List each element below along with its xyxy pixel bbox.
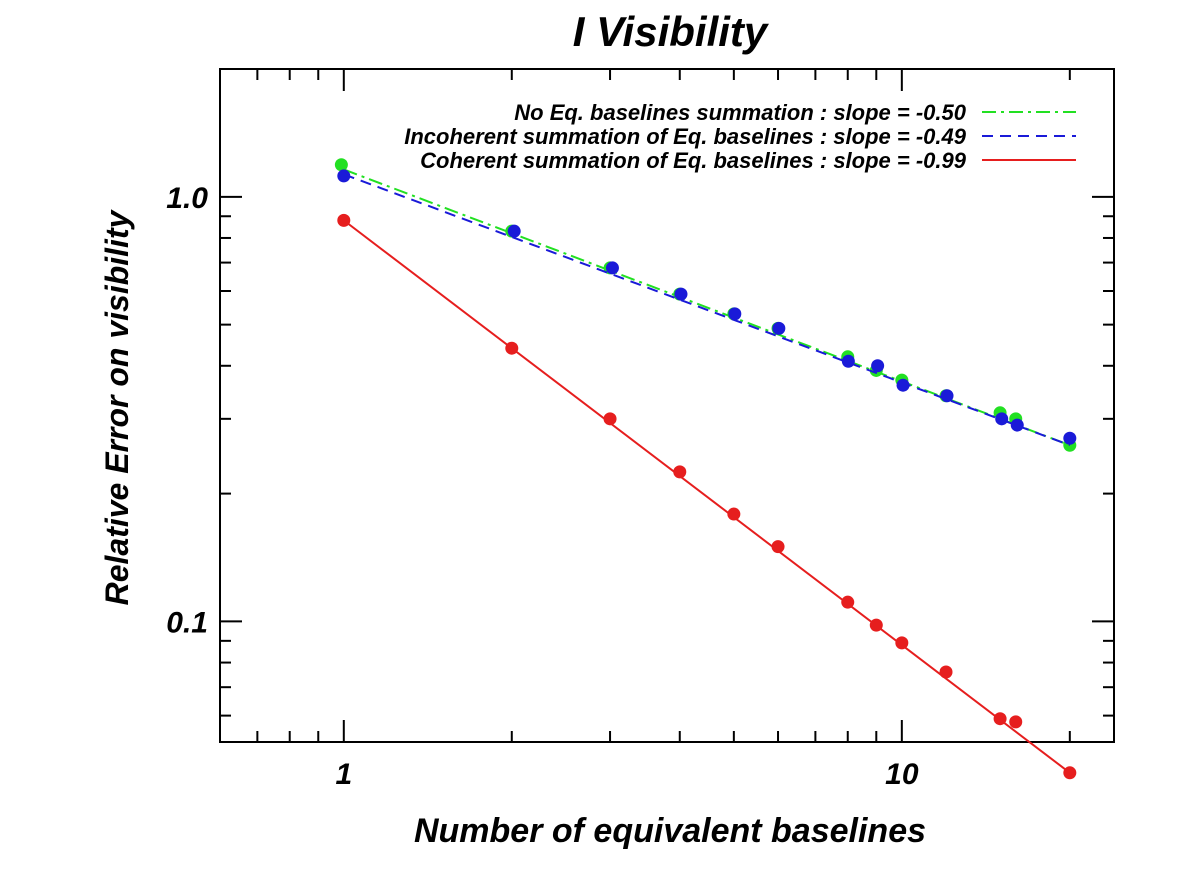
legend-label: Incoherent summation of Eq. baselines : … (404, 124, 967, 149)
legend: No Eq. baselines summation : slope = -0.… (404, 100, 1076, 173)
data-point (605, 261, 619, 275)
data-point (673, 465, 687, 479)
x-tick-label: 10 (885, 758, 919, 791)
tick-labels: 1 10 0.1 1.0 (166, 182, 919, 791)
plot-frame (219, 68, 1115, 743)
data-point (1009, 715, 1023, 729)
data-point (505, 341, 519, 355)
data-point (940, 389, 954, 403)
data-point (1010, 418, 1024, 432)
data-point (993, 712, 1007, 726)
series-2 (337, 213, 1077, 780)
data-point (727, 507, 741, 521)
y-tick-label: 0.1 (166, 606, 208, 639)
series-0 (334, 158, 1077, 452)
data-point (871, 359, 885, 373)
series-fit-line (343, 168, 1071, 447)
data-point (939, 665, 953, 679)
data-point (895, 636, 909, 650)
legend-label: Coherent summation of Eq. baselines : sl… (420, 148, 967, 173)
chart-title: I Visibility (573, 8, 770, 55)
x-tick-label: 1 (335, 758, 352, 791)
data-point (1063, 431, 1077, 445)
series-fit-line (343, 219, 1071, 774)
data-point (334, 158, 348, 172)
series-layer (334, 158, 1077, 780)
data-point (603, 412, 617, 426)
series-1 (337, 169, 1077, 447)
data-point (337, 169, 351, 183)
data-point (896, 378, 910, 392)
y-axis-label: Relative Error on visibility (99, 208, 135, 605)
data-point (1063, 766, 1077, 780)
data-point (772, 321, 786, 335)
series-fit-line (343, 173, 1071, 447)
legend-label: No Eq. baselines summation : slope = -0.… (514, 100, 967, 125)
data-point (869, 618, 883, 632)
data-point (995, 412, 1009, 426)
data-point (674, 287, 688, 301)
x-axis-label: Number of equivalent baselines (414, 812, 926, 850)
data-point (841, 354, 855, 368)
y-tick-label: 1.0 (166, 182, 208, 215)
data-point (507, 224, 521, 238)
data-point (771, 540, 785, 554)
data-point (337, 213, 351, 227)
data-point (728, 307, 742, 321)
data-point (841, 595, 855, 609)
axis-ticks (219, 68, 1114, 742)
